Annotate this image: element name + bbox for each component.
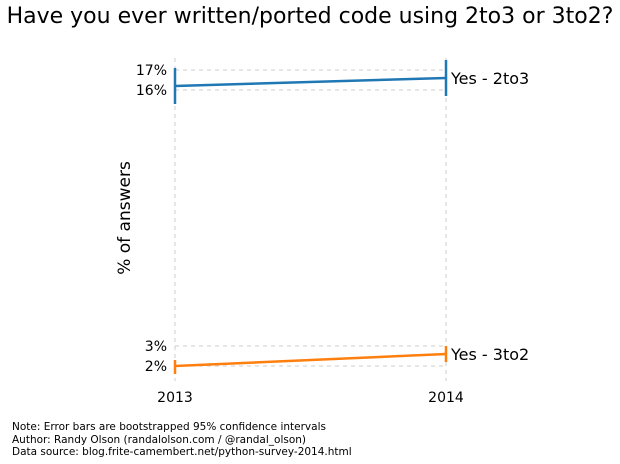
data-point-yes-3to2-2013 — [173, 364, 177, 368]
footnote-source: Data source: blog.frite-camembert.net/py… — [12, 446, 352, 458]
data-point-yes-2to3-2014 — [444, 76, 448, 80]
y-tick-label-0: 2% — [145, 359, 167, 375]
y-axis-label: % of answers — [115, 161, 135, 275]
footnote-error-bars: Note: Error bars are bootstrapped 95% co… — [12, 421, 326, 433]
data-point-yes-3to2-2014 — [444, 352, 448, 356]
x-tick-label-1: 2014 — [428, 390, 464, 406]
y-tick-label-3: 17% — [136, 63, 167, 79]
chart-title: Have you ever written/ported code using … — [6, 4, 614, 29]
series-line-yes-3to2 — [174, 352, 447, 368]
x-tick-label-0: 2013 — [157, 390, 193, 406]
series-line-yes-2to3 — [174, 76, 447, 88]
series-label-yes-3to2: Yes - 3to2 — [450, 345, 529, 364]
y-tick-label-1: 3% — [145, 339, 167, 355]
series-label-yes-2to3: Yes - 2to3 — [450, 69, 529, 88]
footnote-author: Author: Randy Olson (randalolson.com / @… — [12, 433, 307, 446]
y-tick-label-2: 16% — [136, 83, 167, 99]
footnotes: Note: Error bars are bootstrapped 95% co… — [12, 421, 352, 459]
data-point-yes-2to3-2013 — [173, 84, 177, 88]
